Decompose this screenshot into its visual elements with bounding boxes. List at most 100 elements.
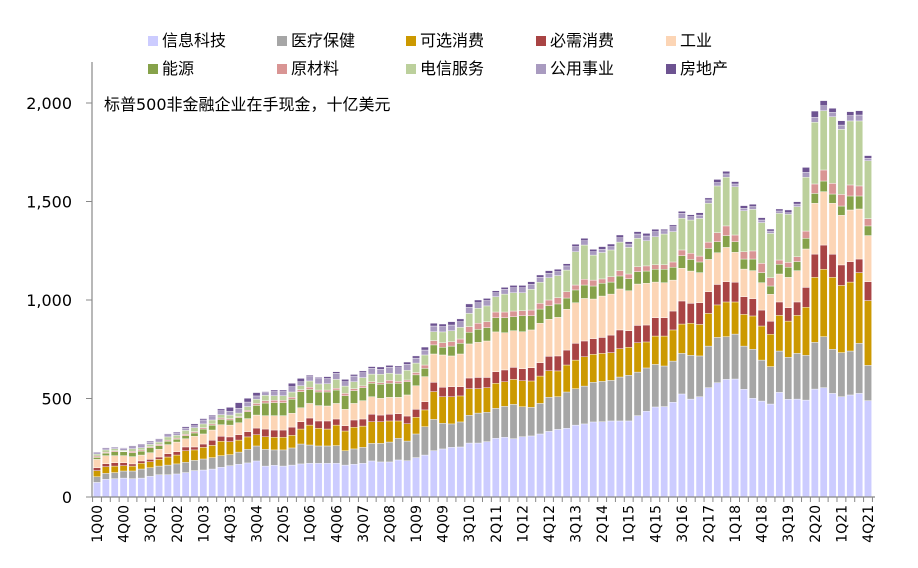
bar-segment-4Q04 xyxy=(262,449,269,466)
bar-segment-2Q13 xyxy=(563,266,570,270)
legend-swatch xyxy=(277,36,287,46)
bar-segment-2Q19 xyxy=(776,213,783,260)
bar-segment-2Q15 xyxy=(634,416,641,497)
bar-segment-3Q12 xyxy=(537,363,544,376)
bar-segment-2Q20 xyxy=(811,389,818,497)
bar-segment-3Q08 xyxy=(395,460,402,497)
legend-swatch xyxy=(536,36,546,46)
bar-segment-3Q05 xyxy=(288,413,295,427)
bar-segment-2Q01 xyxy=(138,446,145,448)
bar-segment-1Q01 xyxy=(129,449,136,452)
bar-segment-3Q15 xyxy=(643,411,650,497)
bar-segment-1Q07 xyxy=(342,382,349,386)
bar-segment-4Q21 xyxy=(864,156,871,159)
bar-segment-3Q13 xyxy=(572,360,579,389)
bar-segment-2Q18 xyxy=(740,297,747,315)
bar-segment-1Q06 xyxy=(306,418,313,425)
bar-segment-2Q14 xyxy=(599,422,606,497)
bar-segment-2Q09 xyxy=(421,455,428,497)
bar-segment-1Q05 xyxy=(271,465,278,497)
bar-segment-4Q20 xyxy=(829,112,836,117)
bar-segment-2Q12 xyxy=(528,284,535,289)
bar-segment-3Q08 xyxy=(395,381,402,383)
bar-segment-4Q13 xyxy=(581,341,588,357)
bar-segment-1Q02 xyxy=(164,454,171,457)
bar-segment-4Q13 xyxy=(581,386,588,424)
bar-segment-2Q17 xyxy=(705,346,712,388)
bar-segment-3Q18 xyxy=(749,299,756,316)
bar-segment-1Q21 xyxy=(838,194,845,206)
bar-segment-3Q08 xyxy=(395,397,402,413)
legend-label: 可选消费 xyxy=(420,31,484,50)
bar-segment-4Q03 xyxy=(226,425,233,437)
bar-segment-1Q12 xyxy=(519,285,526,287)
bar-segment-1Q11 xyxy=(483,306,490,322)
bar-segment-4Q18 xyxy=(758,310,765,326)
bar-segment-2Q11 xyxy=(492,408,499,438)
bar-segment-3Q07 xyxy=(359,371,366,373)
bar-segment-1Q04 xyxy=(235,403,242,409)
bar-segment-3Q01 xyxy=(147,441,154,442)
bar-segment-2Q02 xyxy=(173,455,180,464)
bar-segment-1Q17 xyxy=(696,256,703,262)
bar-segment-4Q10 xyxy=(474,323,481,329)
bar-segment-4Q21 xyxy=(864,365,871,400)
bar-segment-3Q00 xyxy=(111,456,118,463)
bar-segment-1Q09 xyxy=(412,375,419,386)
bar-segment-2Q04 xyxy=(244,432,251,437)
bar-segment-2Q17 xyxy=(705,292,712,314)
bar-segment-3Q09 xyxy=(430,419,437,450)
bar-segment-4Q08 xyxy=(404,364,411,370)
bar-segment-3Q13 xyxy=(572,290,579,303)
bar-segment-4Q00 xyxy=(120,471,127,478)
bar-segment-2Q03 xyxy=(209,445,216,457)
bar-segment-3Q19 xyxy=(785,357,792,399)
bar-segment-3Q03 xyxy=(217,467,224,497)
bar-segment-4Q07 xyxy=(368,367,375,369)
bar-segment-3Q07 xyxy=(359,373,366,378)
bar-segment-2Q06 xyxy=(315,446,322,463)
bar-segment-3Q10 xyxy=(466,332,473,344)
bar-segment-4Q03 xyxy=(226,415,233,419)
bar-segment-3Q19 xyxy=(785,399,792,497)
bar-segment-3Q18 xyxy=(749,207,756,210)
bar-segment-1Q21 xyxy=(838,265,845,285)
bar-segment-3Q04 xyxy=(253,446,260,461)
bar-segment-3Q19 xyxy=(785,210,792,213)
bar-segment-3Q16 xyxy=(678,218,685,250)
bar-segment-4Q16 xyxy=(687,303,694,323)
bar-segment-2Q20 xyxy=(811,342,818,389)
bar-segment-1Q02 xyxy=(164,457,171,465)
bar-segment-4Q14 xyxy=(616,276,623,289)
bar-segment-2Q16 xyxy=(669,232,676,262)
bar-segment-4Q11 xyxy=(510,331,517,368)
bar-segment-2Q12 xyxy=(528,282,535,285)
bar-segment-3Q17 xyxy=(714,186,721,233)
bar-segment-3Q13 xyxy=(572,389,579,425)
x-tick-label: 4Q21 xyxy=(861,505,877,543)
legend-swatch xyxy=(536,64,546,74)
bar-segment-4Q20 xyxy=(829,277,836,349)
bar-segment-1Q16 xyxy=(661,283,668,318)
bar-segment-2Q15 xyxy=(634,234,641,238)
bar-segment-1Q09 xyxy=(412,458,419,497)
bar-segment-3Q11 xyxy=(501,294,508,312)
bar-segment-4Q06 xyxy=(333,403,340,419)
bar-segment-1Q08 xyxy=(377,462,384,497)
bar-segment-2Q01 xyxy=(138,444,145,445)
bar-segment-2Q03 xyxy=(209,430,216,440)
bar-segment-3Q16 xyxy=(678,301,685,324)
bar-segment-1Q03 xyxy=(200,428,207,429)
bar-segment-2Q07 xyxy=(350,449,357,464)
bar-segment-4Q07 xyxy=(368,397,375,415)
bar-segment-3Q10 xyxy=(466,415,473,443)
bar-segment-3Q19 xyxy=(785,277,792,307)
bar-segment-1Q19 xyxy=(767,367,774,404)
bar-segment-1Q00 xyxy=(93,482,100,497)
bar-segment-2Q16 xyxy=(669,225,676,227)
bar-segment-3Q01 xyxy=(147,459,154,461)
bar-segment-3Q20 xyxy=(820,106,827,111)
bar-segment-3Q19 xyxy=(785,308,792,321)
bar-segment-2Q11 xyxy=(492,383,499,408)
